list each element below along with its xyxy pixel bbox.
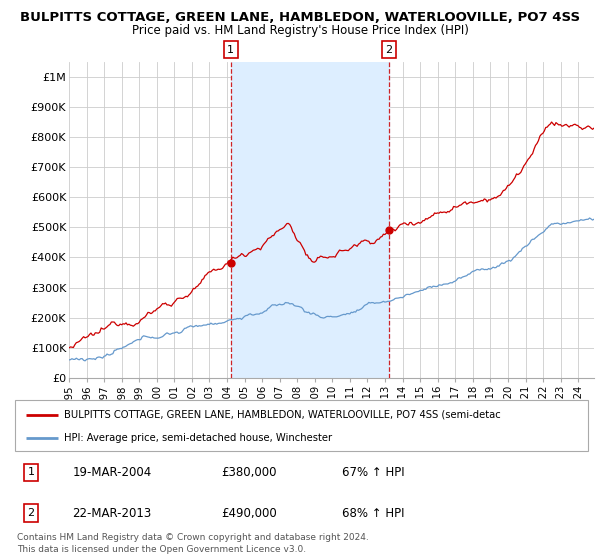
- Text: 2: 2: [28, 508, 35, 518]
- Text: 1: 1: [28, 468, 35, 478]
- FancyBboxPatch shape: [15, 400, 588, 451]
- Text: 67% ↑ HPI: 67% ↑ HPI: [341, 466, 404, 479]
- Text: Contains HM Land Registry data © Crown copyright and database right 2024.
This d: Contains HM Land Registry data © Crown c…: [17, 533, 368, 554]
- Text: Price paid vs. HM Land Registry's House Price Index (HPI): Price paid vs. HM Land Registry's House …: [131, 24, 469, 36]
- Bar: [231, 62, 389, 378]
- Text: BULPITTS COTTAGE, GREEN LANE, HAMBLEDON, WATERLOOVILLE, PO7 4SS (semi-detac: BULPITTS COTTAGE, GREEN LANE, HAMBLEDON,…: [64, 409, 500, 419]
- Text: 22-MAR-2013: 22-MAR-2013: [73, 507, 152, 520]
- Text: 1: 1: [227, 45, 234, 55]
- Text: HPI: Average price, semi-detached house, Winchester: HPI: Average price, semi-detached house,…: [64, 433, 332, 443]
- Text: BULPITTS COTTAGE, GREEN LANE, HAMBLEDON, WATERLOOVILLE, PO7 4SS: BULPITTS COTTAGE, GREEN LANE, HAMBLEDON,…: [20, 11, 580, 24]
- Text: 2: 2: [385, 45, 392, 55]
- Text: £490,000: £490,000: [221, 507, 277, 520]
- Text: £380,000: £380,000: [221, 466, 277, 479]
- Text: 68% ↑ HPI: 68% ↑ HPI: [341, 507, 404, 520]
- Text: 19-MAR-2004: 19-MAR-2004: [73, 466, 152, 479]
